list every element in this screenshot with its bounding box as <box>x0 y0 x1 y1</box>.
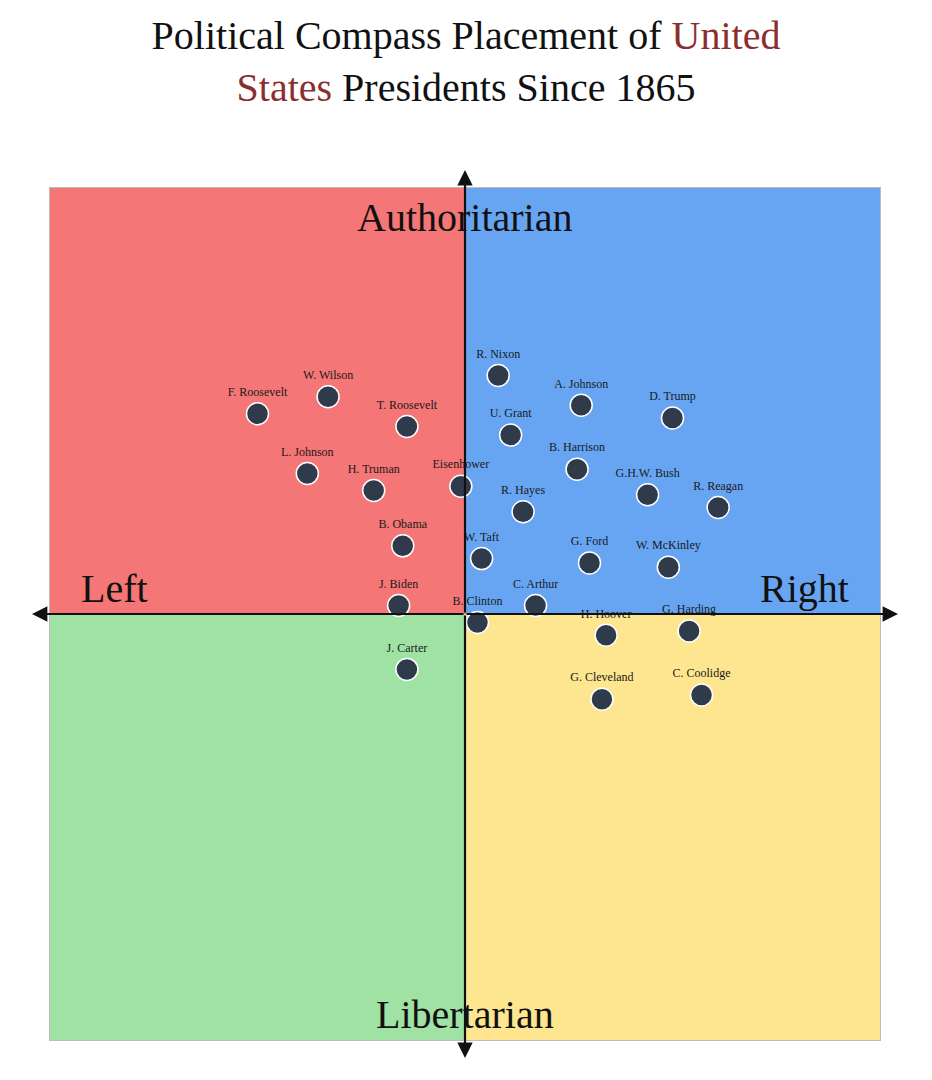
svg-text:H. Hoover: H. Hoover <box>581 607 632 621</box>
svg-text:F. Roosevelt: F. Roosevelt <box>228 385 288 399</box>
svg-text:A. Johnson: A. Johnson <box>554 377 608 391</box>
svg-text:R. Nixon: R. Nixon <box>476 347 520 361</box>
svg-text:H. Truman: H. Truman <box>348 462 400 476</box>
svg-text:T. Roosevelt: T. Roosevelt <box>377 398 438 412</box>
svg-text:W. Wilson: W. Wilson <box>303 368 353 382</box>
svg-text:R. Reagan: R. Reagan <box>693 479 743 493</box>
svg-text:Left: Left <box>81 566 148 611</box>
svg-text:B. Clinton: B. Clinton <box>452 594 502 608</box>
svg-text:Eisenhower: Eisenhower <box>433 457 490 471</box>
svg-text:Right: Right <box>760 566 849 611</box>
svg-text:B. Obama: B. Obama <box>378 517 427 531</box>
svg-text:G.H.W. Bush: G.H.W. Bush <box>615 466 679 480</box>
svg-text:G. Ford: G. Ford <box>571 534 608 548</box>
svg-text:B. Harrison: B. Harrison <box>549 440 605 454</box>
svg-text:D. Trump: D. Trump <box>649 389 696 403</box>
svg-text:Libertarian: Libertarian <box>376 992 554 1037</box>
svg-text:W. McKinley: W. McKinley <box>636 538 701 552</box>
svg-text:C. Coolidge: C. Coolidge <box>673 666 731 680</box>
svg-text:G. Cleveland: G. Cleveland <box>570 670 633 684</box>
svg-text:L. Johnson: L. Johnson <box>281 445 334 459</box>
svg-text:U. Grant: U. Grant <box>490 406 533 420</box>
svg-text:W. Taft: W. Taft <box>464 530 500 544</box>
svg-text:Authoritarian: Authoritarian <box>357 195 573 240</box>
svg-text:J. Biden: J. Biden <box>379 577 418 591</box>
svg-text:G. Harding: G. Harding <box>662 602 716 616</box>
svg-text:Political Compass Placement of: Political Compass Placement of UnitedSta… <box>152 13 781 110</box>
svg-text:J. Carter: J. Carter <box>387 641 428 655</box>
svg-text:C. Arthur: C. Arthur <box>513 577 558 591</box>
svg-text:R. Hayes: R. Hayes <box>501 483 545 497</box>
